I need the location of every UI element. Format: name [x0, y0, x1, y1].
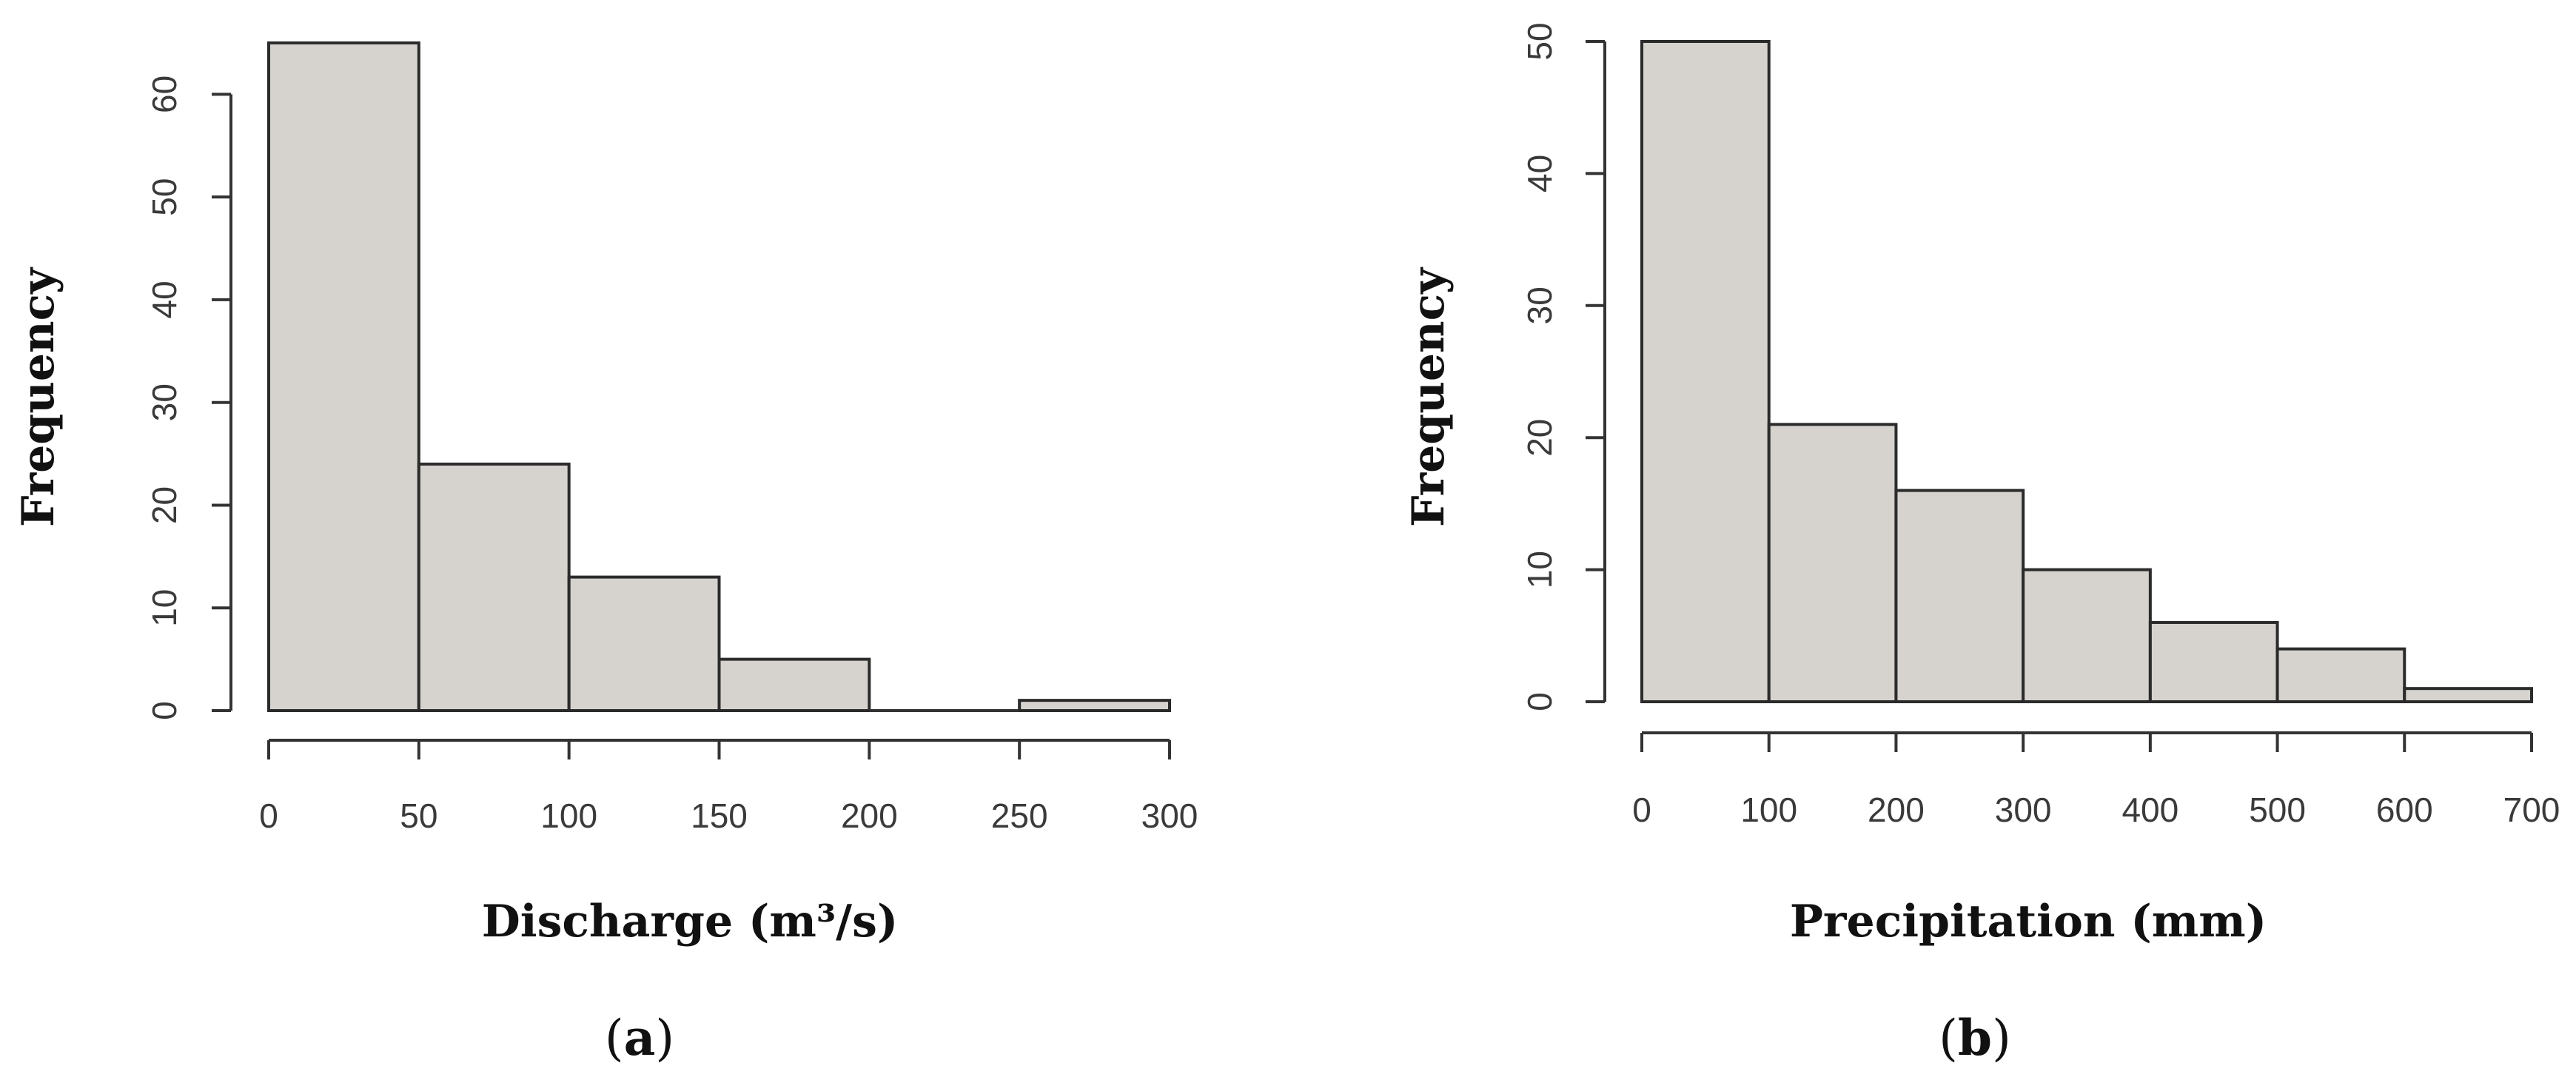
histogram-bar [2148, 620, 2279, 704]
histogram-bar [267, 41, 420, 712]
x-tick-label: 150 [691, 796, 748, 835]
x-axis: 0 50 100 150 200 250 300 [259, 739, 1198, 835]
y-tick-label: 0 [145, 701, 184, 720]
y-tick-label: 10 [145, 589, 184, 627]
x-tick-label: 250 [991, 796, 1048, 835]
x-tick-label: 50 [400, 796, 437, 835]
y-tick-label: 20 [145, 486, 184, 524]
panel-label-b: (b) [1939, 1009, 2011, 1067]
y-axis-title: Frequency [1403, 266, 1455, 527]
histogram-bar [2403, 687, 2533, 703]
y-axis: 0 10 20 30 40 50 [1520, 22, 1606, 711]
histogram-bar [417, 462, 571, 712]
y-tick-label: 50 [145, 178, 184, 216]
y-tick-label: 40 [1520, 155, 1559, 192]
y-tick-label: 20 [1520, 419, 1559, 457]
x-tick-label: 300 [1141, 796, 1198, 835]
y-tick-label: 50 [1520, 22, 1559, 60]
x-tick-label: 100 [1740, 791, 1797, 829]
x-tick-label: 200 [841, 796, 898, 835]
panel-label-a: (a) [605, 1009, 674, 1067]
y-axis-title: Frequency [13, 266, 64, 527]
histogram-bar [1767, 423, 1898, 703]
x-tick-label: 600 [2376, 791, 2433, 829]
x-tick-label: 0 [259, 796, 278, 835]
x-tick-label: 100 [540, 796, 597, 835]
y-tick-label: 30 [145, 383, 184, 421]
y-axis: 0 10 20 30 40 50 60 [145, 76, 232, 720]
histogram-bar [2022, 568, 2152, 703]
x-tick-label: 500 [2249, 791, 2306, 829]
x-tick-label: 700 [2503, 791, 2560, 829]
x-axis: 0 100 200 300 400 500 600 700 [1632, 731, 2560, 829]
histogram-bar [567, 575, 721, 712]
y-tick-label: 10 [1520, 551, 1559, 588]
histogram-bar [1894, 489, 2025, 703]
histogram-panel-b: 0 100 200 300 400 500 600 700 0 10 20 30 40 50 Preci… [1403, 22, 2560, 1067]
bars [267, 41, 1171, 712]
histogram-bar [2275, 647, 2406, 704]
y-tick-label: 40 [145, 281, 184, 318]
y-tick-label: 60 [145, 76, 184, 113]
bars [1640, 40, 2533, 704]
x-tick-label: 300 [1995, 791, 2052, 829]
x-tick-label: 400 [2121, 791, 2178, 829]
x-axis-title: Precipitation (mm) [1790, 896, 2267, 947]
x-axis-title: Discharge (m³/s) [482, 896, 899, 947]
histogram-panel-a: 0 50 100 150 200 250 300 0 10 20 30 40 50 60 Dischar… [13, 41, 1198, 1067]
x-tick-label: 0 [1632, 791, 1651, 829]
histogram-bar [717, 657, 871, 712]
y-tick-label: 30 [1520, 286, 1559, 324]
histogram-bar [1640, 40, 1771, 703]
x-tick-label: 200 [1868, 791, 1925, 829]
y-tick-label: 0 [1520, 692, 1559, 711]
histogram-bar [1018, 699, 1171, 712]
